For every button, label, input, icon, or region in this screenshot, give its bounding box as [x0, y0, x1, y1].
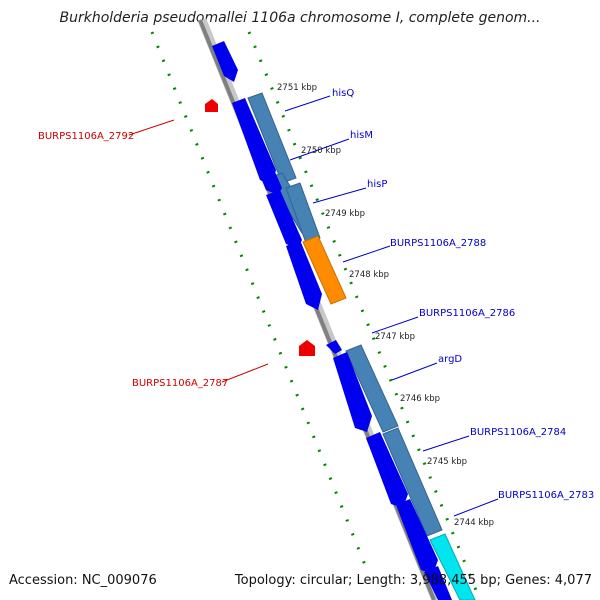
cds-arrow[interactable]	[286, 240, 322, 310]
gene-track	[247, 92, 476, 600]
gene-BURPS1106A_2788[interactable]	[302, 235, 347, 305]
right-leader-lines	[284, 95, 499, 517]
gene-label-BURPS1106A_2792[interactable]: BURPS1106A_2792	[38, 131, 134, 142]
gene-BURPS1106A_2784[interactable]	[382, 427, 443, 537]
tick-label: 2748 kbp	[349, 270, 389, 280]
gene-label-BURPS1106A_2783[interactable]: BURPS1106A_2783	[498, 490, 594, 501]
left-leader-lines	[128, 119, 269, 383]
tick-label: 2749 kbp	[325, 209, 365, 219]
cds-arrow[interactable]	[212, 41, 238, 82]
gene-label-hisQ[interactable]: hisQ	[332, 88, 354, 99]
gene-label-BURPS1106A_2784[interactable]: BURPS1106A_2784	[470, 427, 566, 438]
gene-label-hisM[interactable]: hisM	[350, 130, 373, 141]
gene-label-BURPS1106A_2787[interactable]: BURPS1106A_2787	[132, 378, 228, 389]
feature-BURPS1106A_2792[interactable]	[205, 99, 218, 112]
cds-arrow[interactable]	[333, 352, 372, 432]
cds-arrow[interactable]	[266, 190, 302, 248]
accession-text: Accession: NC_009076	[9, 573, 157, 588]
gene-label-hisP[interactable]: hisP	[367, 179, 387, 190]
cds-arrow[interactable]	[396, 499, 438, 574]
tick-label: 2745 kbp	[427, 457, 467, 467]
map-title: Burkholderia pseudomallei 1106a chromoso…	[59, 10, 541, 26]
right-gene-labels: hisQ hisM hisP BURPS1106A_2788 BURPS1106…	[332, 88, 594, 501]
outer-tick-ring	[247, 31, 482, 600]
left-gene-labels: BURPS1106A_2792 BURPS1106A_2787	[38, 131, 228, 389]
feature-BURPS1106A_2787[interactable]	[299, 340, 315, 356]
cds-arrow[interactable]	[424, 566, 452, 600]
tick-label: 2747 kbp	[375, 332, 415, 342]
tick-labels: 2751 kbp 2750 kbp 2749 kbp 2748 kbp 2747…	[277, 83, 494, 528]
gene-label-argD[interactable]: argD	[438, 354, 462, 365]
gene-BURPS1106A_2783[interactable]	[429, 533, 476, 600]
cds-arrow[interactable]	[326, 340, 342, 354]
cds-arrow[interactable]	[248, 142, 282, 195]
gene-label-BURPS1106A_2786[interactable]: BURPS1106A_2786	[419, 308, 515, 319]
gene-hisQ[interactable]	[247, 92, 297, 184]
topology-text: Topology: circular; Length: 3,988,455 bp…	[234, 573, 592, 588]
gene-argD[interactable]	[345, 344, 399, 433]
tick-label: 2746 kbp	[400, 394, 440, 404]
tick-label: 2744 kbp	[454, 518, 494, 528]
tick-label: 2751 kbp	[277, 83, 317, 93]
tick-label: 2750 kbp	[301, 146, 341, 156]
cds-arrow[interactable]	[366, 432, 408, 508]
gene-label-BURPS1106A_2788[interactable]: BURPS1106A_2788	[390, 238, 486, 249]
gene-hisP[interactable]	[285, 182, 321, 244]
inner-tick-ring	[150, 31, 367, 566]
cds-track	[212, 41, 452, 600]
